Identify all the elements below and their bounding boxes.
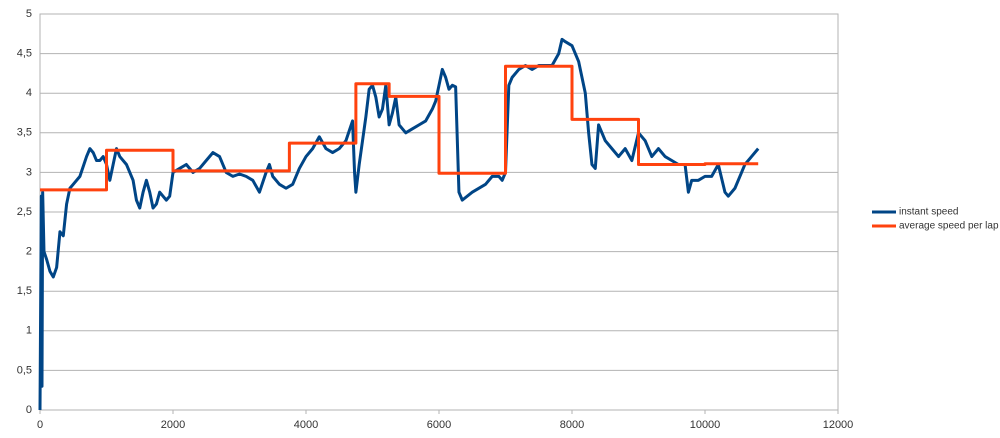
y-tick-label: 1 — [26, 325, 32, 337]
x-tick-label: 6000 — [427, 419, 451, 431]
x-tick-label: 4000 — [294, 419, 318, 431]
y-tick-label: 2 — [26, 246, 32, 258]
y-tick-label: 5 — [26, 8, 32, 20]
y-tick-label: 1,5 — [17, 285, 32, 297]
y-tick-label: 0,5 — [17, 364, 32, 376]
x-tick-label: 2000 — [161, 419, 185, 431]
y-tick-label: 4 — [26, 87, 32, 99]
legend-label: instant speed — [899, 207, 959, 218]
y-tick-label: 0 — [26, 404, 32, 416]
y-tick-label: 2,5 — [17, 206, 32, 218]
x-tick-label: 12000 — [823, 419, 854, 431]
legend-label: average speed per lap — [899, 221, 999, 232]
y-tick-label: 3,5 — [17, 127, 32, 139]
series-line — [40, 64, 759, 192]
x-tick-label: 8000 — [560, 419, 584, 431]
x-tick-label: 0 — [37, 419, 43, 431]
x-tick-label: 10000 — [690, 419, 721, 431]
y-tick-label: 4,5 — [17, 48, 32, 60]
y-tick-label: 3 — [26, 166, 32, 178]
